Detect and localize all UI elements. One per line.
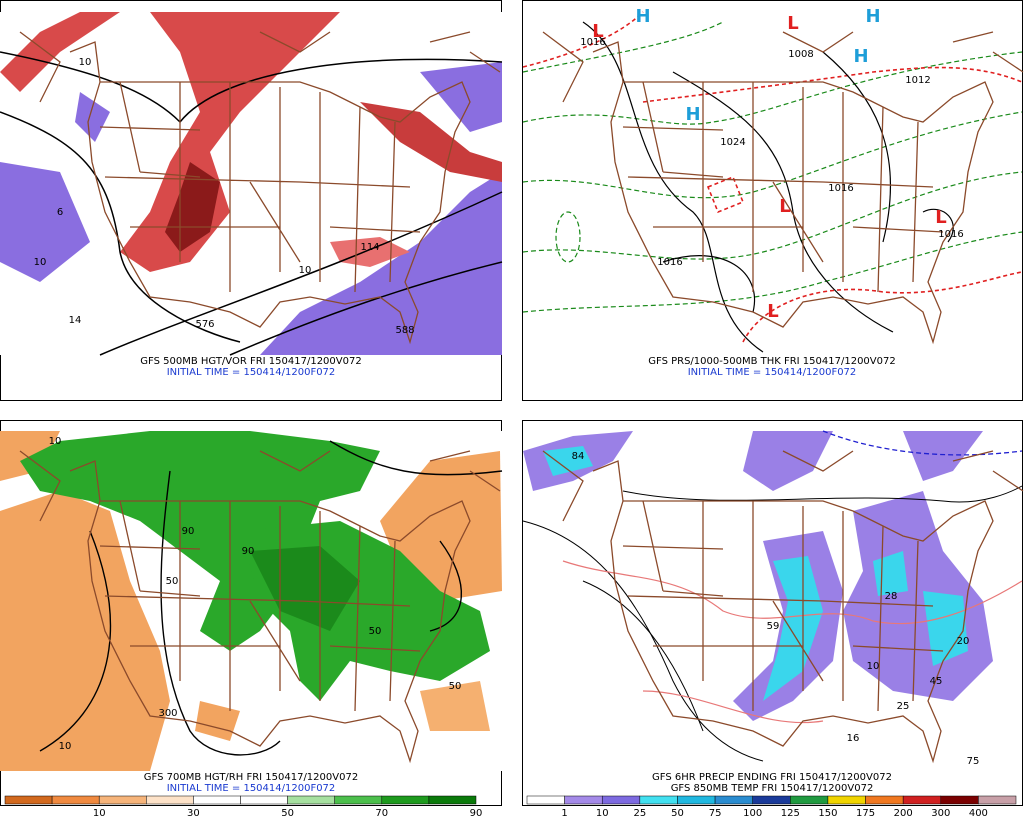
colorbar-swatch [978,795,1017,805]
colorbar-swatch [287,795,335,805]
colorbar-swatch [752,795,791,805]
map-label: L [779,196,790,217]
map-label: 300 [158,708,177,719]
colorbar-label: 50 [671,808,684,819]
map-label: 1016 [938,229,963,240]
caption: GFS 500MB HGT/VOR FRI 150417/1200V072 [140,356,361,367]
map-label: H [865,6,880,27]
map-label: 59 [767,621,780,632]
map-label: 20 [957,636,970,647]
colorbar-label: 70 [375,808,388,819]
caption: GFS 850MB TEMP FRI 150417/1200V072 [671,783,874,794]
colorbar-swatch [146,795,194,805]
colorbar-swatch [564,795,603,805]
colorbar-swatch [827,795,866,805]
map-label: L [767,301,778,322]
colorbar-swatch [865,795,904,805]
colorbar-swatch [98,795,147,805]
map-label: 114 [360,242,379,253]
map-label: 14 [69,315,82,326]
colorbar-swatch [193,795,241,805]
map-label: 10 [34,257,47,268]
colorbar-swatch [940,795,979,805]
map-label: 6 [57,207,63,218]
panel-frame [522,0,1023,401]
map-label: 84 [572,451,585,462]
colorbar-swatch [4,795,53,805]
map-label: H [685,104,700,125]
colorbar-label: 90 [470,808,483,819]
map-label: 75 [967,756,980,767]
map-500mb [0,12,503,356]
map-label: 10 [867,661,880,672]
caption: GFS 6HR PRECIP ENDING FRI 150417/1200V07… [652,772,892,783]
panel-frame [522,420,1023,806]
colorbar-label: 10 [93,808,106,819]
map-label: 50 [449,681,462,692]
caption: GFS 700MB HGT/RH FRI 150417/1200V072 [144,772,358,783]
map-label: 90 [242,546,255,557]
map-label: 50 [369,626,382,637]
map-label: H [635,6,650,27]
map-pressure [522,11,1024,355]
map-label: H [853,46,868,67]
map-label: 50 [166,576,179,587]
colorbar-label: 30 [187,808,200,819]
map-label: 1016 [828,183,853,194]
colorbar-label: 400 [969,808,988,819]
overlay: GFS 500MB HGT/VOR FRI 150417/1200V072INI… [4,6,1017,819]
caption: INITIAL TIME = 150414/1200F072 [167,783,336,794]
colorbar-swatch [714,795,753,805]
colorbar-label: 100 [743,808,762,819]
colorbar-swatch [677,795,716,805]
map-label: 10 [79,57,92,68]
map-700mb-rh [0,431,503,771]
colorbar-label: 150 [818,808,837,819]
map-label: 28 [885,591,898,602]
map-label: 10 [299,265,312,276]
colorbar-label: 175 [856,808,875,819]
map-label: 1012 [905,75,930,86]
colorbar-swatch [334,795,383,805]
map-label: 576 [195,319,214,330]
colorbar-label: 125 [781,808,800,819]
colorbar-swatch [381,795,430,805]
colorbar-label: 200 [894,808,913,819]
map-precip [522,430,1024,771]
colorbar-swatch [51,795,100,805]
colorbar-label: 10 [596,808,609,819]
caption: INITIAL TIME = 150414/1200F072 [688,367,857,378]
colorbar-swatch [790,795,829,805]
map-label: 90 [182,526,195,537]
caption: GFS PRS/1000-500MB THK FRI 150417/1200V0… [648,356,895,367]
map-label: 1008 [788,49,813,60]
colorbar-label: 300 [931,808,950,819]
map-label: 45 [930,676,943,687]
map-label: 1024 [720,137,745,148]
map-label: 1016 [580,37,605,48]
map-label: 10 [49,436,62,447]
colorbar-swatch [639,795,678,805]
map-label: 25 [897,701,910,712]
map-label: 10 [59,741,72,752]
colorbar-swatch [601,795,641,805]
colorbar-swatch [428,795,477,805]
map-label: L [592,21,603,42]
map-label: 16 [847,733,860,744]
map-label: 588 [395,325,414,336]
colorbar-label: 75 [709,808,722,819]
map-label: L [935,207,946,228]
map-label: L [787,13,798,34]
colorbar-swatch [240,795,288,805]
colorbar-label: 50 [281,808,294,819]
caption: INITIAL TIME = 150414/1200F072 [167,367,336,378]
colorbar-swatch [902,795,942,805]
colorbar-swatch [526,795,565,805]
map-label: 1016 [657,257,682,268]
colorbar-label: 25 [633,808,646,819]
colorbar-label: 1 [561,808,567,819]
